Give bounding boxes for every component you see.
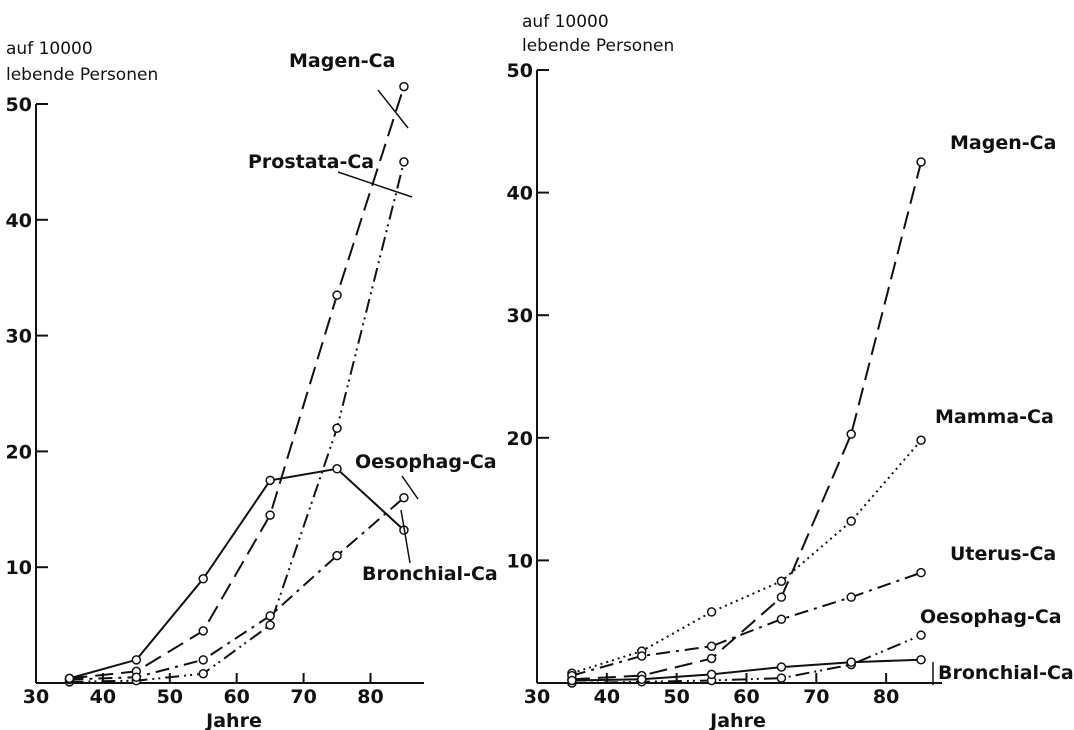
chart-panel-right: auf 10000 lebende Personen Jahre 10 20 30 4… (507, 12, 1074, 730)
chart-panel-left: auf 10000 lebende Personen Jahre 10 20 30 4… (6, 39, 498, 730)
data-point (332, 464, 342, 474)
y-tick-label: 10 (507, 550, 533, 572)
x-tick-label: 70 (803, 686, 829, 708)
data-point (332, 550, 342, 561)
data-point (706, 641, 717, 651)
data-point (706, 653, 717, 664)
data-point (198, 626, 208, 636)
data-point (916, 435, 926, 446)
x-tick-label: 60 (223, 686, 249, 708)
series-line-prostata-ca (69, 161, 405, 683)
x-axis-label: Jahre (204, 710, 262, 730)
y-tick-label: 50 (6, 94, 32, 116)
series-label: Oesophag-Ca (920, 606, 1062, 628)
data-point (706, 607, 717, 617)
data-point (399, 157, 409, 167)
y-tick-label: 30 (507, 305, 533, 327)
data-point (636, 674, 647, 685)
y-tick-label: 10 (6, 557, 32, 579)
x-tick-label: 50 (663, 686, 689, 708)
data-point (846, 592, 856, 602)
data-point (916, 654, 926, 665)
x-tick-label: 80 (357, 686, 383, 708)
data-point (636, 651, 647, 661)
series-label: Magen-Ca (950, 132, 1056, 154)
data-point (776, 592, 787, 602)
series-label: Magen-Ca (289, 50, 395, 72)
data-point (776, 662, 787, 672)
series-label-leader (400, 509, 411, 564)
y-tick-label: 40 (507, 183, 533, 205)
y-tick-label: 20 (507, 428, 533, 450)
x-tick-label: 40 (594, 686, 620, 708)
series-line-oesophag-ca (571, 634, 922, 684)
y-tick-label: 30 (6, 326, 32, 348)
series-label: Mamma-Ca (935, 406, 1054, 428)
series-label-leader (337, 171, 413, 198)
data-point (776, 614, 787, 624)
x-tick-label: 40 (90, 686, 116, 708)
x-tick-label: 70 (290, 686, 316, 708)
x-tick-label: 50 (157, 686, 183, 708)
series-label: Bronchial-Ca (362, 563, 498, 585)
data-point (265, 475, 275, 486)
series-line-uterus-ca (571, 571, 922, 677)
data-point (265, 611, 275, 621)
x-axis-label: Jahre (708, 710, 766, 730)
x-tick-label: 30 (524, 686, 550, 708)
data-point (399, 81, 409, 92)
data-point (198, 574, 208, 584)
data-point (399, 492, 409, 503)
x-tick-label: 80 (873, 686, 899, 708)
data-point (916, 157, 926, 167)
series-label-leader (377, 89, 409, 129)
data-point (198, 668, 208, 679)
data-point (332, 290, 342, 300)
series-label: Bronchial-Ca (938, 662, 1074, 684)
data-point (265, 620, 275, 630)
data-point (916, 630, 926, 640)
series-line-oesophag-ca (69, 496, 405, 681)
y-axis-label-line-2: lebende Personen (522, 36, 674, 56)
data-point (131, 655, 142, 665)
data-point (846, 657, 856, 667)
data-point (776, 673, 787, 683)
y-axis-label-line-1: auf 10000 (522, 12, 609, 32)
data-point (916, 567, 926, 578)
y-axis-label-line-2: lebende Personen (6, 65, 158, 85)
data-point (846, 429, 856, 439)
data-point (198, 655, 208, 665)
y-tick-label: 20 (6, 441, 32, 463)
y-tick-label: 50 (507, 60, 533, 82)
series-line-magen-ca (571, 161, 923, 681)
x-tick-label: 60 (733, 686, 759, 708)
series-label: Oesophag-Ca (355, 451, 497, 473)
series-line-mamma-ca (571, 439, 922, 675)
data-point (131, 672, 142, 682)
data-point (776, 576, 787, 586)
data-point (567, 675, 577, 686)
series-label-leader (401, 475, 419, 500)
data-point (265, 510, 275, 520)
data-point (332, 423, 342, 433)
series-label: Prostata-Ca (248, 151, 374, 173)
y-axis-label-line-1: auf 10000 (6, 39, 93, 59)
data-point (64, 673, 75, 684)
data-point (846, 516, 856, 526)
series-line-bronchial-ca (571, 658, 922, 682)
x-tick-label: 30 (23, 686, 49, 708)
y-tick-label: 40 (6, 210, 32, 232)
series-label: Uterus-Ca (950, 543, 1056, 565)
data-point (706, 669, 717, 680)
series-line-magen-ca (69, 86, 405, 680)
series-line-bronchial-ca (69, 467, 405, 680)
